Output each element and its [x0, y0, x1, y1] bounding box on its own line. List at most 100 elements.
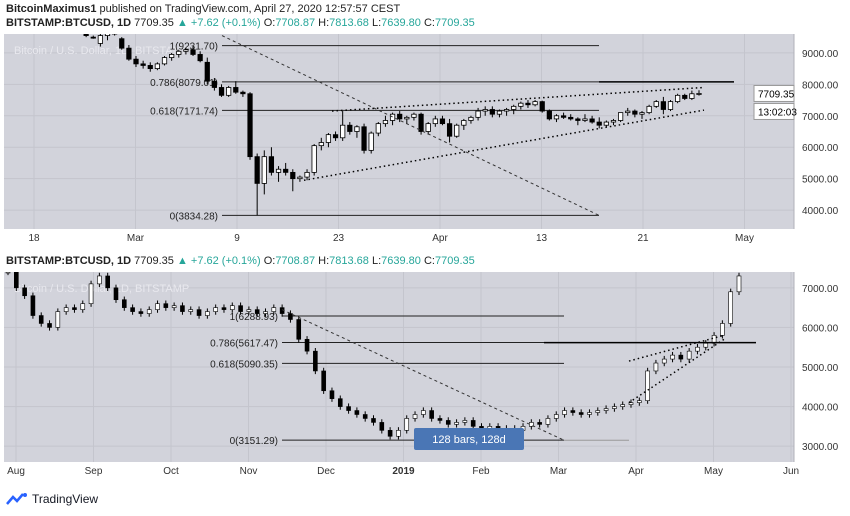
candle	[578, 412, 584, 415]
candle	[121, 299, 127, 308]
candle	[154, 63, 161, 69]
candle	[389, 113, 396, 121]
y-tick-label: 4000.00	[802, 403, 839, 414]
candle	[375, 123, 381, 134]
candle	[268, 156, 275, 173]
candle	[190, 49, 196, 55]
x-tick-label: Apr	[628, 466, 644, 477]
candle	[570, 410, 576, 413]
x-tick-label: Dec	[317, 466, 335, 477]
measure-label-text: 128 bars, 128d	[432, 434, 505, 446]
open-label: O:	[263, 255, 276, 267]
candle	[147, 65, 153, 69]
candle	[518, 102, 524, 107]
tradingview-footer[interactable]: TradingView	[6, 492, 98, 506]
candle	[126, 47, 132, 60]
candle	[620, 404, 626, 407]
candle	[632, 110, 638, 115]
candle	[90, 36, 96, 39]
candle	[696, 93, 702, 95]
candle	[503, 109, 510, 112]
open-label: O:	[263, 17, 276, 29]
candle	[437, 418, 443, 421]
candle	[482, 109, 488, 112]
symbol-label: BITSTAMP:BTCUSD, 1D	[6, 17, 132, 29]
candle	[589, 118, 595, 123]
candle	[660, 101, 666, 110]
close-label: C:	[423, 255, 435, 267]
candle	[532, 101, 538, 106]
candle	[404, 418, 410, 431]
y-tick-label: 3000.00	[802, 442, 839, 453]
candle	[587, 412, 592, 415]
candle	[368, 132, 374, 151]
last-price: 7709.35	[134, 17, 174, 29]
candle	[537, 422, 542, 425]
candle	[263, 311, 268, 314]
candle	[553, 115, 560, 120]
author-name[interactable]: BitcoinMaximus1	[6, 3, 97, 15]
x-tick-label: Oct	[163, 466, 179, 477]
y-tick-label: 9000.00	[802, 49, 839, 60]
candle	[138, 311, 144, 314]
chart1[interactable]: 9000.00 8000.00 7000.00 6000.00 5000.00 4000.…	[4, 34, 846, 248]
candle	[695, 346, 700, 352]
candle	[703, 342, 709, 348]
high-value: 7813.68	[329, 255, 369, 267]
candle	[568, 116, 574, 120]
candle	[211, 80, 218, 88]
candle	[603, 408, 609, 411]
candle	[204, 61, 210, 82]
x-tick-label: 9	[234, 233, 240, 244]
candle	[354, 126, 360, 132]
candle	[271, 307, 277, 312]
candle	[603, 121, 609, 126]
candle	[596, 121, 602, 126]
close-value: 7709.35	[434, 255, 475, 267]
fib-level-label: 0.618(7171.74)	[150, 106, 218, 117]
open-value: 7708.87	[275, 255, 316, 267]
candle	[226, 87, 232, 96]
candle	[525, 102, 531, 106]
candle	[88, 283, 94, 304]
wedge-lower-line	[628, 338, 725, 404]
candle	[5, 272, 11, 274]
candle	[670, 354, 675, 360]
candle	[169, 54, 175, 58]
fib-level-label: 0.618(5090.35)	[210, 359, 278, 370]
candle	[261, 156, 267, 184]
candle	[337, 398, 343, 407]
candle	[686, 350, 692, 360]
candle	[728, 291, 733, 324]
candle	[539, 101, 545, 112]
x-tick-label: May	[704, 466, 723, 477]
y-tick-label: 4000.00	[802, 206, 839, 217]
last-price-tag-text: 7709.35	[758, 89, 795, 100]
candle	[197, 54, 203, 62]
candle	[163, 303, 169, 308]
candle	[361, 126, 367, 151]
candle	[425, 123, 431, 132]
candle	[445, 420, 451, 425]
wedge-upper-line	[628, 334, 725, 362]
wedge-upper-line	[331, 86, 705, 112]
candle	[80, 303, 86, 310]
publish-info: BitcoinMaximus1 published on TradingView…	[6, 3, 400, 15]
candle	[104, 34, 111, 36]
candle	[297, 176, 303, 180]
close-value: 7709.35	[434, 17, 475, 29]
candle	[646, 105, 652, 114]
y-tick-label: 5000.00	[802, 363, 839, 374]
close-label: C:	[423, 17, 435, 29]
candle	[180, 305, 185, 312]
chart2[interactable]: 7000.00 6000.00 5000.00 4000.00 3000.00 Aug Se…	[4, 272, 846, 484]
candle	[639, 112, 645, 115]
candle	[254, 309, 260, 314]
candle	[146, 309, 152, 314]
candle	[397, 113, 403, 120]
candle	[275, 168, 282, 173]
chart2-header: BITSTAMP:BTCUSD, 1D 7709.35 ▲ +7.62 (+0.…	[6, 255, 475, 267]
y-tick-label: 6000.00	[802, 323, 839, 334]
candle	[653, 362, 659, 372]
candle	[379, 422, 385, 431]
